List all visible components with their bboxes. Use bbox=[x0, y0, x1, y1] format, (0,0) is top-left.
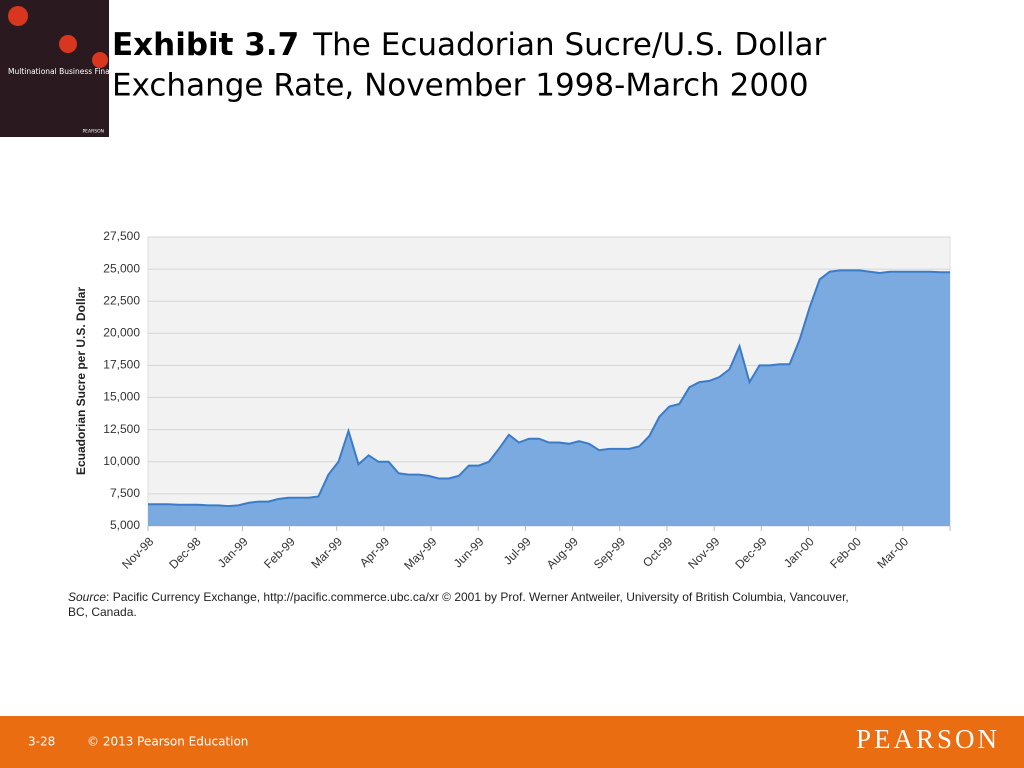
source-note: Source: Pacific Currency Exchange, http:… bbox=[68, 590, 849, 604]
exhibit: Exhibit 3.7 bbox=[112, 27, 299, 63]
y-tick-label: 17,500 bbox=[103, 358, 140, 372]
y-tick-label: 10,000 bbox=[103, 454, 140, 468]
x-tick-label: Jan-00 bbox=[781, 534, 817, 570]
brand: PEARSON bbox=[856, 724, 1000, 754]
x-tick-label: Nov-99 bbox=[685, 534, 722, 571]
y-tick-label: 27,500 bbox=[103, 229, 140, 243]
x-tick-label: Feb-99 bbox=[261, 534, 298, 571]
lantern bbox=[59, 35, 77, 53]
x-tick-label: Dec-99 bbox=[732, 534, 769, 571]
source-text: BC, Canada. bbox=[68, 605, 137, 619]
x-tick-label: Aug-99 bbox=[544, 534, 581, 571]
x-tick-label: Feb-00 bbox=[827, 534, 864, 571]
cover-title: Multinational Business Finance bbox=[8, 67, 124, 76]
area bbox=[148, 270, 950, 526]
source-label: Source bbox=[68, 590, 106, 604]
lantern bbox=[8, 6, 28, 26]
x-tick-label: Jan-99 bbox=[215, 534, 251, 570]
x-tick-label: Jun-99 bbox=[451, 534, 487, 570]
slide-title-line2: Exchange Rate, November 1998-March 2000 bbox=[112, 68, 809, 104]
x-tick-label: Jul-99 bbox=[501, 534, 534, 567]
y-tick-label: 22,500 bbox=[103, 293, 140, 307]
x-tick-label: Mar-99 bbox=[308, 534, 345, 571]
y-axis-label: Ecuadorian Sucre per U.S. Dollar bbox=[74, 287, 88, 475]
y-tick-label: 25,000 bbox=[103, 261, 140, 275]
y-tick-label: 20,000 bbox=[103, 326, 140, 340]
cover-publisher: PEARSON bbox=[82, 129, 104, 135]
x-tick-label: Nov-98 bbox=[119, 534, 156, 571]
y-tick-label: 15,000 bbox=[103, 390, 140, 404]
lantern bbox=[92, 52, 108, 68]
x-tick-label: May-99 bbox=[401, 534, 439, 572]
y-tick-label: 7,500 bbox=[110, 486, 140, 500]
y-tick-label: 5,000 bbox=[110, 518, 140, 532]
source-text: : Pacific Currency Exchange, http://paci… bbox=[106, 590, 849, 604]
slide-title: Exhibit 3.7 The Ecuadorian Sucre/U.S. Dol… bbox=[112, 27, 826, 63]
line bbox=[148, 269, 950, 508]
x-tick-label: Sep-99 bbox=[591, 534, 628, 571]
title-line: The Ecuadorian Sucre/U.S. Dollar bbox=[312, 27, 826, 63]
x-tick-label: Mar-00 bbox=[874, 534, 911, 571]
x-tick-label: Oct-99 bbox=[640, 534, 676, 570]
y-tick-label: 12,500 bbox=[103, 422, 140, 436]
copyright: © 2013 Pearson Education bbox=[87, 735, 248, 749]
page-number: 3-28 bbox=[28, 735, 55, 749]
x-tick-label: Apr-99 bbox=[357, 534, 393, 570]
footer-bar bbox=[0, 716, 1024, 768]
x-tick-label: Dec-98 bbox=[166, 534, 203, 571]
